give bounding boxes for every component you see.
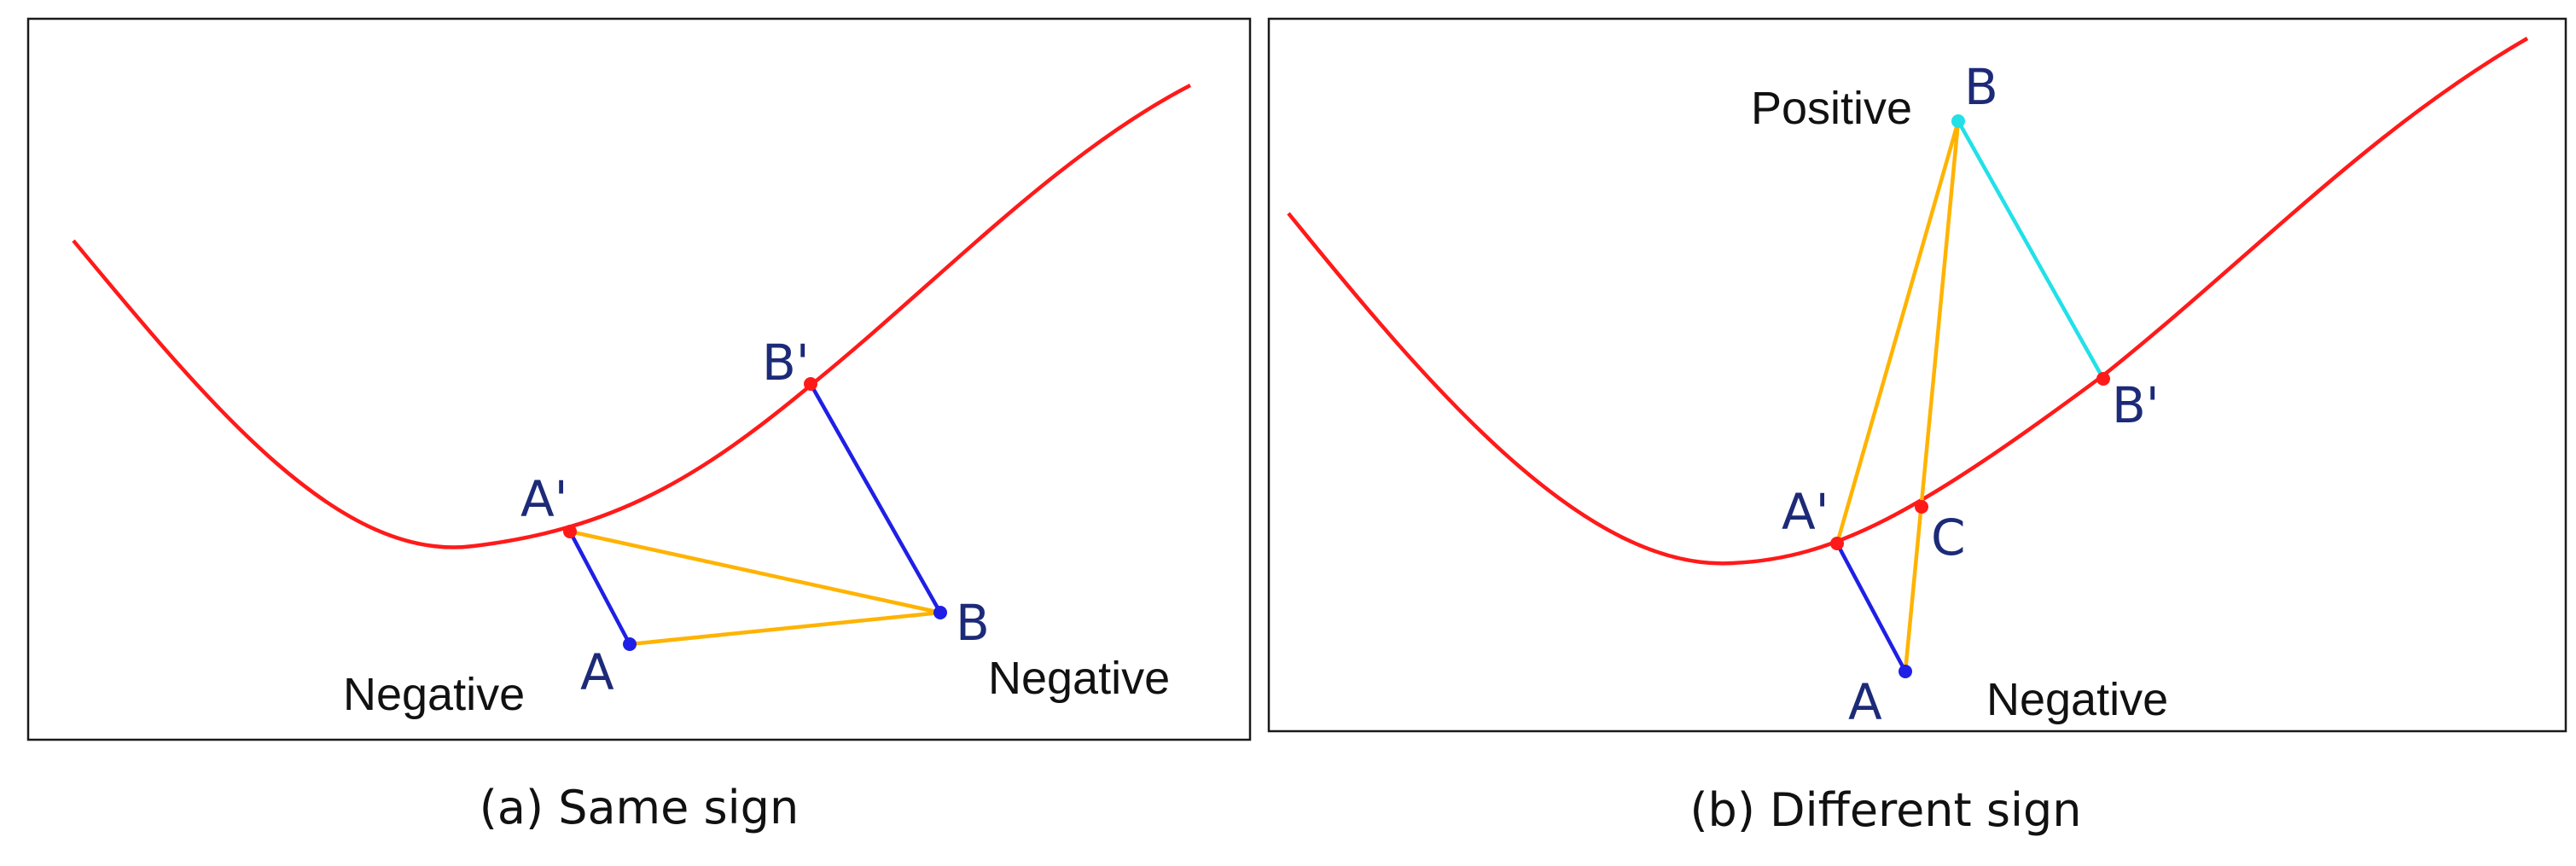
panel-b-sign-label-b: Positive [1751,83,1912,134]
panel-b: A' C B' A B Positive Negative (b) Differ… [1267,17,2567,837]
panel-a-sign-label-a: Negative [343,669,525,720]
panel-a: A' B' A B Negative Negative (a) Same sig… [26,17,1252,834]
panel-b-caption: (b) Different sign [1689,783,2081,837]
panel-b-point-c [1915,500,1928,514]
panel-a-connector-a-b [627,610,943,647]
panel-b-label-b: B [1964,58,1998,116]
panel-b-point-b [1951,114,1965,128]
panel-b-label-a-prime: A' [1782,483,1829,541]
panel-a-label-b-prime: B' [762,334,810,392]
panel-a-caption: (a) Same sign [480,781,799,834]
panel-a-sign-label-b: Negative [988,653,1170,704]
panel-b-point-b-prime [2096,372,2110,386]
panel-b-frame [1267,17,2567,733]
panel-a-point-a-prime [563,525,577,538]
panel-a-label-a-prime: A' [520,470,568,528]
panel-a-curve [72,84,1192,549]
panel-b-point-a [1899,665,1912,678]
panel-a-point-a [623,637,637,651]
panel-b-segment-b-b-prime [1956,119,2106,381]
panel-a-point-b-prime [804,377,817,391]
panel-b-label-c: C [1931,509,1966,567]
panel-a-segment-a-a-prime [567,529,632,647]
panel-b-label-b-prime: B' [2112,376,2160,434]
panel-a-label-b: B [956,594,990,652]
panel-b-label-a: A [1848,673,1882,731]
panel-a-frame [26,17,1252,741]
panel-b-connector-a-b [1903,119,1961,674]
panel-b-sign-label-a: Negative [1986,674,2168,725]
panel-a-segment-b-b-prime [808,381,943,615]
panel-a-label-a: A [580,643,614,701]
panel-b-connector-a-prime-b [1835,119,1961,546]
panel-a-point-b [933,606,947,619]
panel-b-segment-a-a-prime [1835,541,1908,674]
panel-b-point-a-prime [1830,537,1844,550]
panel-a-connector-a-prime-b [567,529,943,615]
panel-b-curve [1287,37,2529,566]
